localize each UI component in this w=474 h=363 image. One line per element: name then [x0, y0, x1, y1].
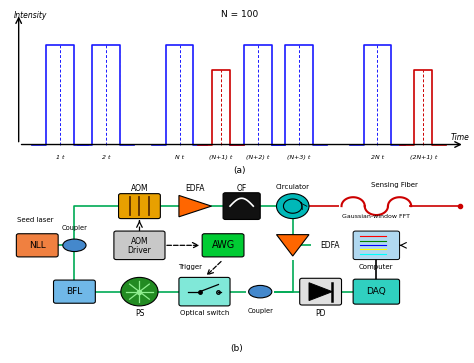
Ellipse shape	[63, 239, 86, 252]
Text: Computer: Computer	[359, 264, 393, 270]
Ellipse shape	[248, 285, 272, 298]
Text: AOM: AOM	[131, 184, 148, 193]
Text: Sensing Fiber: Sensing Fiber	[372, 182, 419, 188]
FancyBboxPatch shape	[353, 279, 400, 304]
Text: DAQ: DAQ	[366, 287, 386, 296]
Text: AWG: AWG	[211, 240, 235, 250]
Text: Optical switch: Optical switch	[180, 310, 229, 316]
Text: EDFA: EDFA	[320, 241, 340, 250]
Text: Seed laser: Seed laser	[17, 217, 53, 223]
Text: N = 100: N = 100	[221, 10, 258, 19]
Text: OF: OF	[237, 184, 247, 193]
Text: Driver: Driver	[128, 246, 151, 255]
FancyBboxPatch shape	[353, 231, 400, 260]
Text: Trigger: Trigger	[179, 264, 202, 270]
Circle shape	[121, 277, 158, 306]
FancyBboxPatch shape	[202, 234, 244, 257]
Text: 1 t: 1 t	[56, 155, 64, 159]
FancyBboxPatch shape	[179, 277, 230, 306]
FancyBboxPatch shape	[118, 193, 160, 219]
Text: Coupler: Coupler	[62, 224, 87, 231]
FancyBboxPatch shape	[300, 278, 341, 305]
Text: AOM: AOM	[131, 237, 148, 246]
Polygon shape	[309, 283, 332, 301]
Text: NLL: NLL	[29, 241, 46, 250]
Text: (b): (b)	[231, 344, 243, 353]
Text: (N+1) t: (N+1) t	[210, 155, 233, 159]
Text: N t: N t	[175, 155, 184, 159]
Text: BFL: BFL	[66, 287, 82, 296]
Polygon shape	[276, 234, 309, 256]
Text: EDFA: EDFA	[185, 184, 205, 193]
Text: (N+3) t: (N+3) t	[287, 155, 311, 159]
FancyBboxPatch shape	[54, 280, 95, 303]
Text: Time: Time	[450, 133, 469, 142]
Circle shape	[276, 193, 309, 219]
Text: (N+2) t: (N+2) t	[246, 155, 269, 159]
Text: Circulator: Circulator	[276, 184, 310, 189]
Text: PD: PD	[315, 309, 326, 318]
Text: Gaussian-window FFT: Gaussian-window FFT	[342, 214, 410, 219]
FancyBboxPatch shape	[114, 231, 165, 260]
FancyBboxPatch shape	[223, 193, 260, 220]
Text: 2 t: 2 t	[102, 155, 110, 159]
Text: Coupler: Coupler	[247, 308, 273, 314]
FancyBboxPatch shape	[16, 234, 58, 257]
Text: (a): (a)	[233, 166, 246, 175]
Text: Intensity: Intensity	[14, 11, 47, 20]
Text: PS: PS	[135, 309, 144, 318]
Polygon shape	[179, 195, 211, 217]
Text: (2N+1) t: (2N+1) t	[410, 155, 437, 159]
Text: 2N t: 2N t	[371, 155, 384, 159]
